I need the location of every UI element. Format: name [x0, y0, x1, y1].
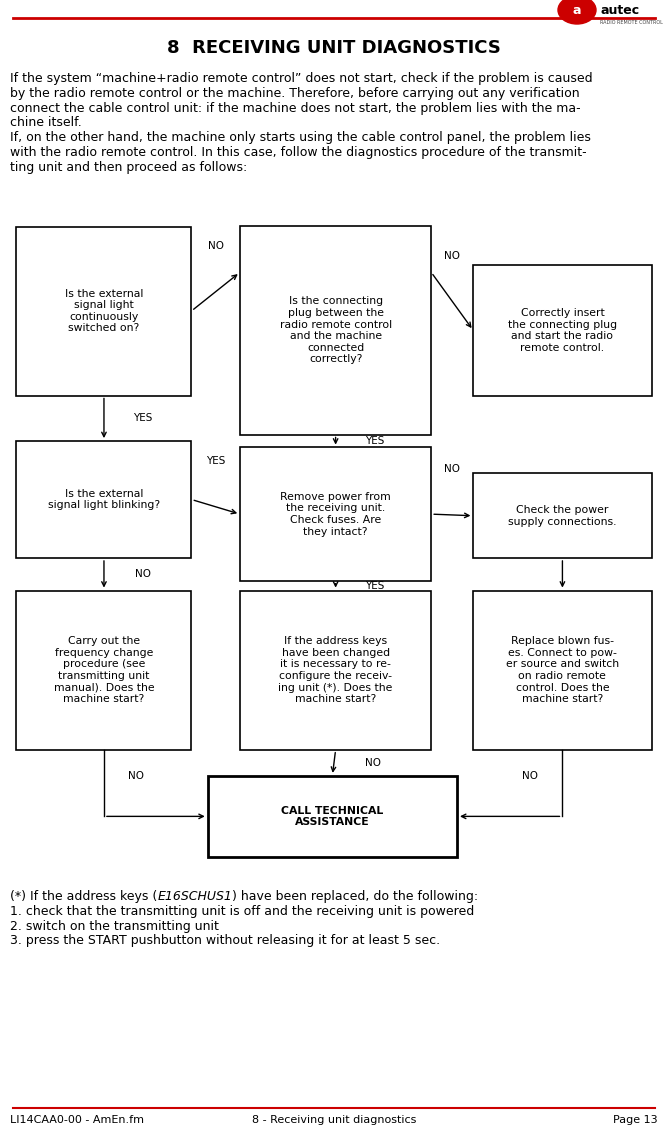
Bar — [240, 447, 432, 581]
Text: Check the power
supply connections.: Check the power supply connections. — [508, 505, 617, 526]
Bar — [17, 591, 192, 749]
Text: Is the external
signal light
continuously
switched on?: Is the external signal light continuousl… — [65, 289, 143, 334]
Bar — [240, 226, 432, 435]
Text: with the radio remote control. In this case, follow the diagnostics procedure of: with the radio remote control. In this c… — [10, 146, 587, 158]
Text: NO: NO — [444, 251, 460, 260]
Text: by the radio remote control or the machine. Therefore, before carrying out any v: by the radio remote control or the machi… — [10, 87, 580, 100]
Text: YES: YES — [365, 436, 384, 446]
Text: Remove power from
the receiving unit.
Check fuses. Are
they intact?: Remove power from the receiving unit. Ch… — [281, 491, 391, 537]
Text: NO: NO — [208, 241, 224, 251]
Text: If the address keys
have been changed
it is necessary to re-
configure the recei: If the address keys have been changed it… — [279, 636, 393, 704]
Bar — [474, 591, 651, 749]
Text: LI14CAA0-00 - AmEn.fm: LI14CAA0-00 - AmEn.fm — [10, 1115, 144, 1125]
Text: NO: NO — [522, 771, 538, 781]
Text: YES: YES — [206, 456, 225, 466]
Text: YES: YES — [365, 581, 384, 591]
Text: a: a — [572, 3, 581, 17]
Bar — [208, 775, 457, 857]
Text: Carry out the
frequency change
procedure (see
transmitting unit
manual). Does th: Carry out the frequency change procedure… — [53, 636, 154, 704]
Text: 8  RECEIVING UNIT DIAGNOSTICS: 8 RECEIVING UNIT DIAGNOSTICS — [167, 38, 501, 57]
Text: RADIO REMOTE CONTROL: RADIO REMOTE CONTROL — [600, 19, 663, 25]
Text: ) have been replaced, do the following:: ) have been replaced, do the following: — [232, 890, 478, 903]
Text: (*) If the address keys (: (*) If the address keys ( — [10, 890, 157, 903]
Bar — [17, 226, 192, 395]
Text: autec: autec — [600, 3, 639, 17]
Text: If, on the other hand, the machine only starts using the cable control panel, th: If, on the other hand, the machine only … — [10, 131, 591, 144]
Text: Is the connecting
plug between the
radio remote control
and the machine
connecte: Is the connecting plug between the radio… — [279, 297, 391, 365]
Text: 1. check that the transmitting unit is off and the receiving unit is powered: 1. check that the transmitting unit is o… — [10, 904, 474, 918]
Text: Replace blown fus-
es. Connect to pow-
er source and switch
on radio remote
cont: Replace blown fus- es. Connect to pow- e… — [506, 636, 619, 704]
Bar — [240, 591, 432, 749]
Ellipse shape — [558, 0, 596, 24]
Text: E16SCHUS1: E16SCHUS1 — [157, 890, 232, 903]
Bar — [474, 266, 651, 395]
Bar — [474, 473, 651, 558]
Text: 8 - Receiving unit diagnostics: 8 - Receiving unit diagnostics — [252, 1115, 416, 1125]
Text: Correctly insert
the connecting plug
and start the radio
remote control.: Correctly insert the connecting plug and… — [508, 308, 617, 353]
Text: 2. switch on the transmitting unit: 2. switch on the transmitting unit — [10, 919, 219, 933]
Text: Is the external
signal light blinking?: Is the external signal light blinking? — [48, 489, 160, 511]
Text: YES: YES — [133, 413, 152, 423]
Text: If the system “machine+radio remote control” does not start, check if the proble: If the system “machine+radio remote cont… — [10, 72, 593, 85]
Text: chine itself.: chine itself. — [10, 117, 81, 129]
Text: CALL TECHNICAL
ASSISTANCE: CALL TECHNICAL ASSISTANCE — [281, 806, 383, 827]
Text: ting unit and then proceed as follows:: ting unit and then proceed as follows: — [10, 161, 247, 174]
Text: NO: NO — [444, 464, 460, 474]
Text: NO: NO — [128, 771, 144, 781]
Text: NO: NO — [135, 569, 151, 580]
Text: connect the cable control unit: if the machine does not start, the problem lies : connect the cable control unit: if the m… — [10, 102, 580, 114]
Text: Page 13: Page 13 — [613, 1115, 658, 1125]
Text: NO: NO — [365, 757, 381, 767]
Text: 3. press the START pushbutton without releasing it for at least 5 sec.: 3. press the START pushbutton without re… — [10, 934, 440, 947]
Bar — [17, 441, 192, 558]
